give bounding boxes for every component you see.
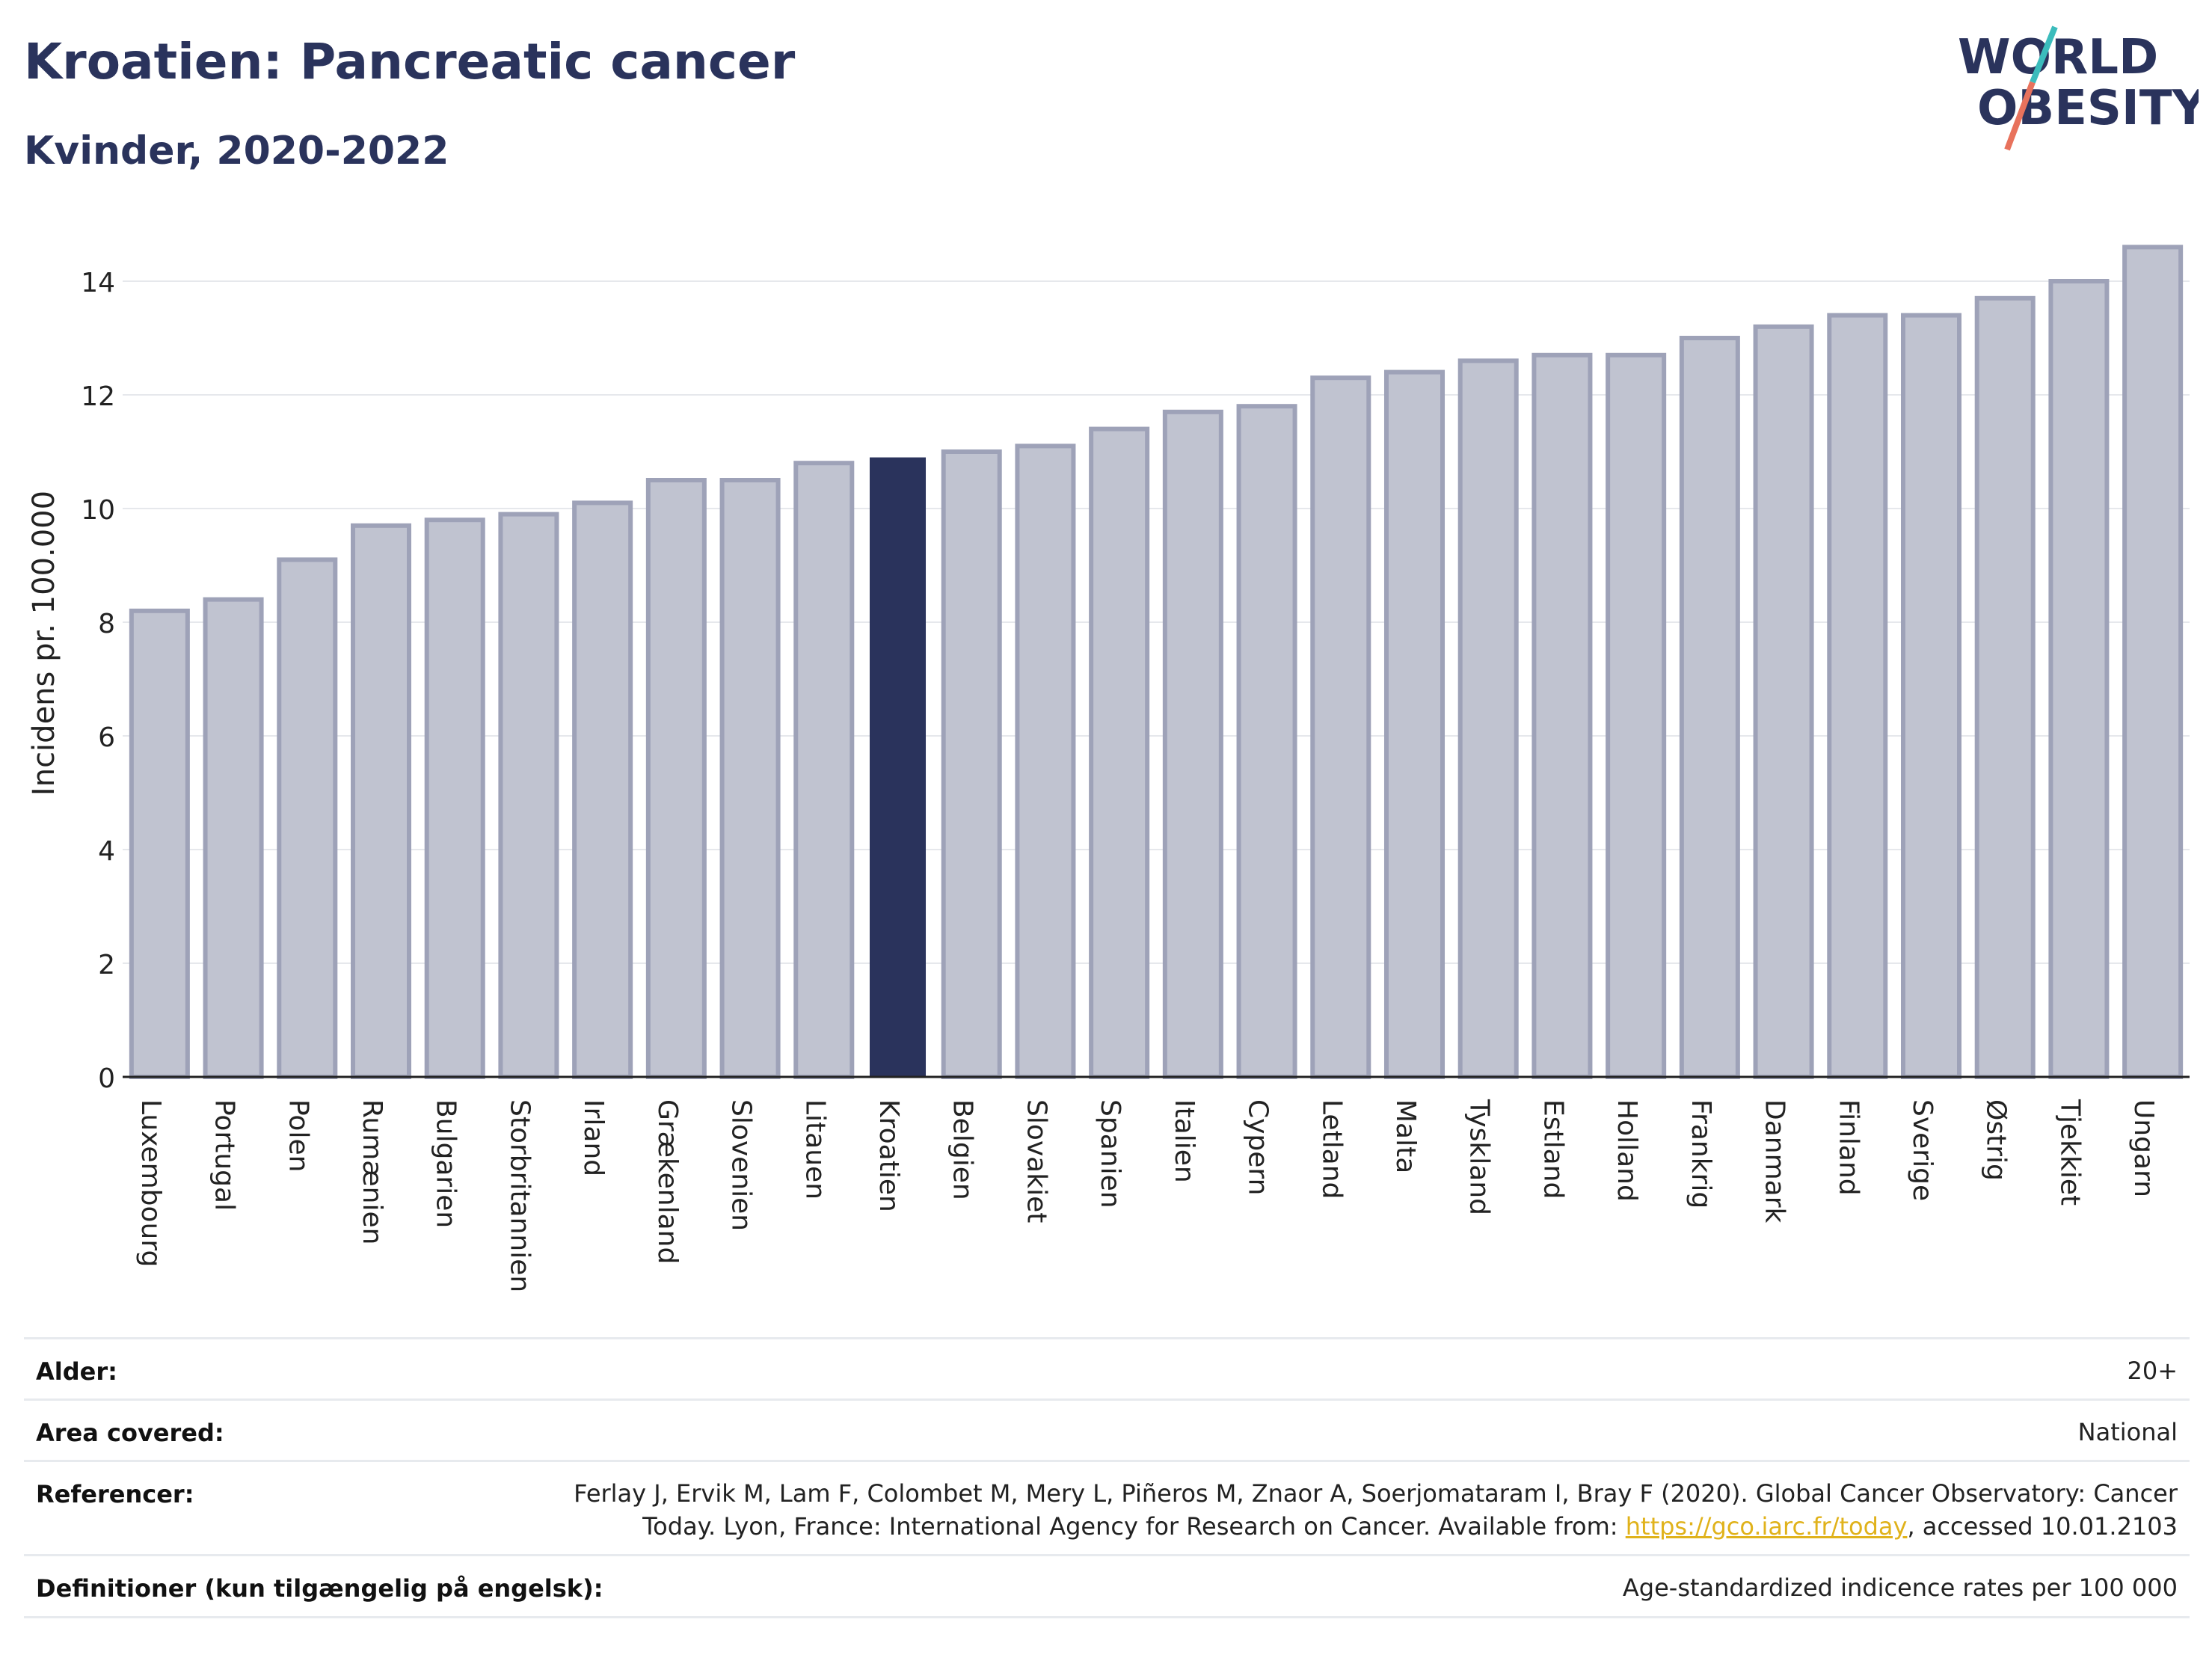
bar-belgien [941, 449, 1002, 1079]
x-tick-label: Spanien [1095, 1099, 1125, 1209]
info-row-definitions: Definitioner (kun tilgængelig på engelsk… [24, 1554, 2190, 1618]
y-tick-label: 0 [98, 1063, 115, 1094]
definitions-value: Age-standardized indicence rates per 100… [1622, 1573, 2178, 1602]
bar-ungarn [2122, 245, 2184, 1079]
definitions-label: Definitioner (kun tilgængelig på engelsk… [36, 1574, 603, 1603]
x-tick-label: Holland [1612, 1099, 1642, 1202]
x-tick-label: Cypern [1243, 1099, 1274, 1195]
bar-frankrig [1679, 336, 1740, 1079]
bar-slovakiet [1015, 443, 1076, 1079]
y-axis-label: Incidens pr. 100.000 [27, 491, 61, 796]
logo-slash-coral [2004, 81, 2036, 151]
x-tick-label: Østrig [1981, 1099, 2012, 1181]
x-tick-label: Ungarn [2128, 1099, 2159, 1197]
references-label: Referencer: [36, 1480, 194, 1508]
x-tick-label: Slovenien [726, 1099, 757, 1231]
x-tick-label: Tjekkiet [2054, 1099, 2085, 1206]
y-tick-label: 6 [98, 722, 115, 753]
bar-italien [1162, 409, 1223, 1079]
logo-slash-teal [2030, 25, 2058, 84]
x-tick-label: Italien [1169, 1099, 1199, 1183]
y-tick-label: 8 [98, 609, 115, 639]
x-tick-label: Polen [283, 1099, 313, 1172]
x-tick-label: Irland [578, 1099, 609, 1176]
x-tick-label: Bulgarien [431, 1099, 461, 1228]
x-tick-label: Malta [1390, 1099, 1421, 1173]
y-tick-label: 12 [81, 381, 115, 412]
y-tick-label: 10 [81, 495, 115, 526]
chart-subtitle: Kvinder, 2020-2022 [24, 129, 449, 174]
y-tick-label: 2 [98, 950, 115, 980]
bar-slovenien [719, 478, 781, 1079]
bars [129, 245, 2184, 1080]
bar-estland [1531, 352, 1593, 1079]
bar-bulgarien [424, 518, 485, 1079]
chart-title: Kroatien: Pancreatic cancer [24, 33, 796, 90]
age-value: 20+ [2127, 1357, 2178, 1385]
x-tick-label: Sverige [1907, 1099, 1938, 1201]
x-tick-label: Letland [1316, 1099, 1347, 1199]
bar-rumænien [350, 523, 412, 1079]
bar-polen [277, 557, 338, 1079]
x-tick-label: Tyskland [1464, 1099, 1495, 1215]
info-table: Alder: 20+ Area covered: National Refere… [24, 1337, 2190, 1621]
bar-sverige [1900, 313, 1962, 1080]
y-tick-label: 14 [81, 268, 115, 298]
bar-luxembourg [129, 608, 190, 1079]
x-tick-label: Kroatien [873, 1099, 904, 1212]
bar-chart: 0 2 4 6 8 10 12 14 Luxembourg Portugal Polen Rumæni… [27, 245, 2190, 1292]
x-tick-label: Storbritannien [504, 1099, 535, 1292]
x-tick-label: Danmark [1760, 1099, 1790, 1223]
bar-malta [1383, 369, 1446, 1080]
logo-word-world: WORLD [1958, 30, 2158, 85]
references-value: Ferlay J, Ervik M, Lam F, Colombet M, Me… [574, 1477, 2178, 1543]
x-tick-label: Estland [1537, 1099, 1568, 1199]
bar-cypern [1236, 404, 1297, 1079]
x-tick-label: Portugal [209, 1099, 240, 1211]
references-line-2-end: , accessed 10.01.2103 [1907, 1512, 2178, 1541]
bar-holland [1606, 352, 1667, 1079]
info-row-area: Area covered: National [24, 1398, 2190, 1461]
x-tick-label: Litauen [799, 1099, 830, 1200]
bar-østrig [1974, 295, 2036, 1079]
axes: 0 2 4 6 8 10 12 14 Luxembourg Portugal Polen Rumæni… [81, 268, 2190, 1292]
info-row-references: Referencer: Ferlay J, Ervik M, Lam F, Co… [24, 1460, 2190, 1555]
bar-kroatien [869, 457, 927, 1077]
area-label: Area covered: [36, 1419, 224, 1447]
reference-link[interactable]: https://gco.iarc.fr/today [1625, 1512, 1908, 1541]
bar-finland [1827, 313, 1888, 1080]
bar-spanien [1089, 426, 1150, 1079]
world-obesity-logo: WORLD OBESITY [1958, 25, 2199, 151]
bar-portugal [203, 597, 264, 1079]
x-tick-label: Finland [1833, 1099, 1864, 1196]
y-tick-label: 4 [98, 836, 115, 867]
area-value: National [2077, 1418, 2178, 1446]
info-row-age: Alder: 20+ [24, 1337, 2190, 1399]
references-line-2: Today. Lyon, France: International Agenc… [574, 1510, 2178, 1543]
references-line-2-text: Today. Lyon, France: International Agenc… [642, 1512, 1626, 1541]
x-tick-label: Frankrig [1686, 1099, 1716, 1209]
bar-letland [1310, 375, 1371, 1079]
x-tick-label: Luxembourg [135, 1099, 166, 1267]
references-line-1: Ferlay J, Ervik M, Lam F, Colombet M, Me… [574, 1479, 2178, 1508]
age-label: Alder: [36, 1357, 117, 1386]
bar-grækenland [645, 478, 707, 1079]
x-tick-label: Rumænien [357, 1099, 387, 1244]
x-tick-label: Belgien [947, 1099, 978, 1200]
bar-litauen [793, 461, 855, 1079]
x-tick-label: Grækenland [652, 1099, 683, 1264]
bar-tyskland [1457, 358, 1519, 1079]
bar-tjekkiet [2048, 279, 2110, 1079]
x-tick-label: Slovakiet [1021, 1099, 1051, 1223]
bar-irland [572, 500, 633, 1079]
bar-danmark [1753, 324, 1814, 1079]
bar-storbritannien [498, 512, 559, 1079]
